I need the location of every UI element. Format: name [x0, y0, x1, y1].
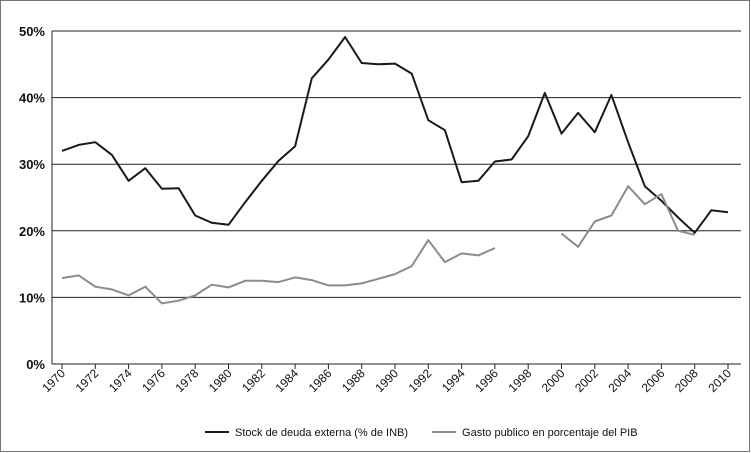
legend-label: Stock de deuda externa (% de INB) — [235, 427, 408, 439]
y-tick-label: 20% — [19, 224, 45, 239]
y-tick-label: 50% — [19, 24, 45, 39]
y-tick-label: 10% — [19, 290, 45, 305]
legend-label: Gasto publico en porcentaje del PIB — [462, 427, 638, 439]
series-line — [61, 185, 695, 305]
series-line — [61, 36, 729, 234]
y-tick-label: 40% — [19, 91, 45, 106]
y-tick-label: 30% — [19, 157, 45, 172]
y-tick-label: 0% — [26, 357, 45, 372]
